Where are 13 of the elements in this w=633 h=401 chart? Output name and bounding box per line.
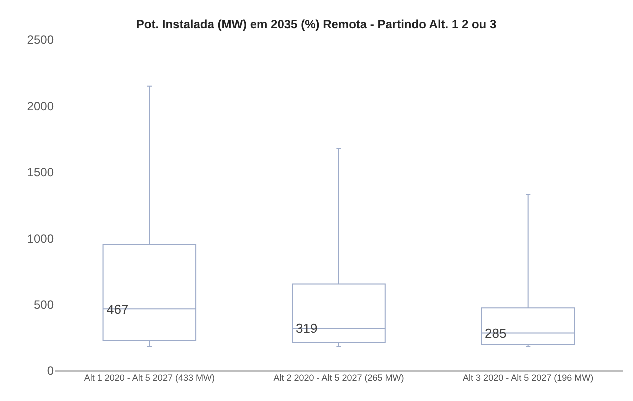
chart-title: Pot. Instalada (MW) em 2035 (%) Remota - Partindo Alt. 1 2 ou 3 — [136, 17, 497, 32]
annotation: 319 — [296, 321, 318, 336]
y-tick-label: 1000 — [27, 232, 54, 246]
annotation: 285 — [485, 326, 507, 341]
y-tick-label: 500 — [34, 298, 54, 312]
y-tick-label: 2500 — [27, 33, 54, 48]
y-tick-label: 0 — [47, 364, 54, 378]
annotation: 467 — [107, 302, 129, 317]
x-tick-label: Alt 1 2020 - Alt 5 2027 (433 MW) — [84, 373, 215, 383]
x-tick-label: Alt 2 2020 - Alt 5 2027 (265 MW) — [274, 373, 404, 383]
x-tick-label: Alt 3 2020 - Alt 5 2027 (196 MW) — [463, 373, 594, 383]
y-tick-label: 1500 — [27, 166, 54, 180]
y-tick-label: 2000 — [27, 99, 54, 114]
